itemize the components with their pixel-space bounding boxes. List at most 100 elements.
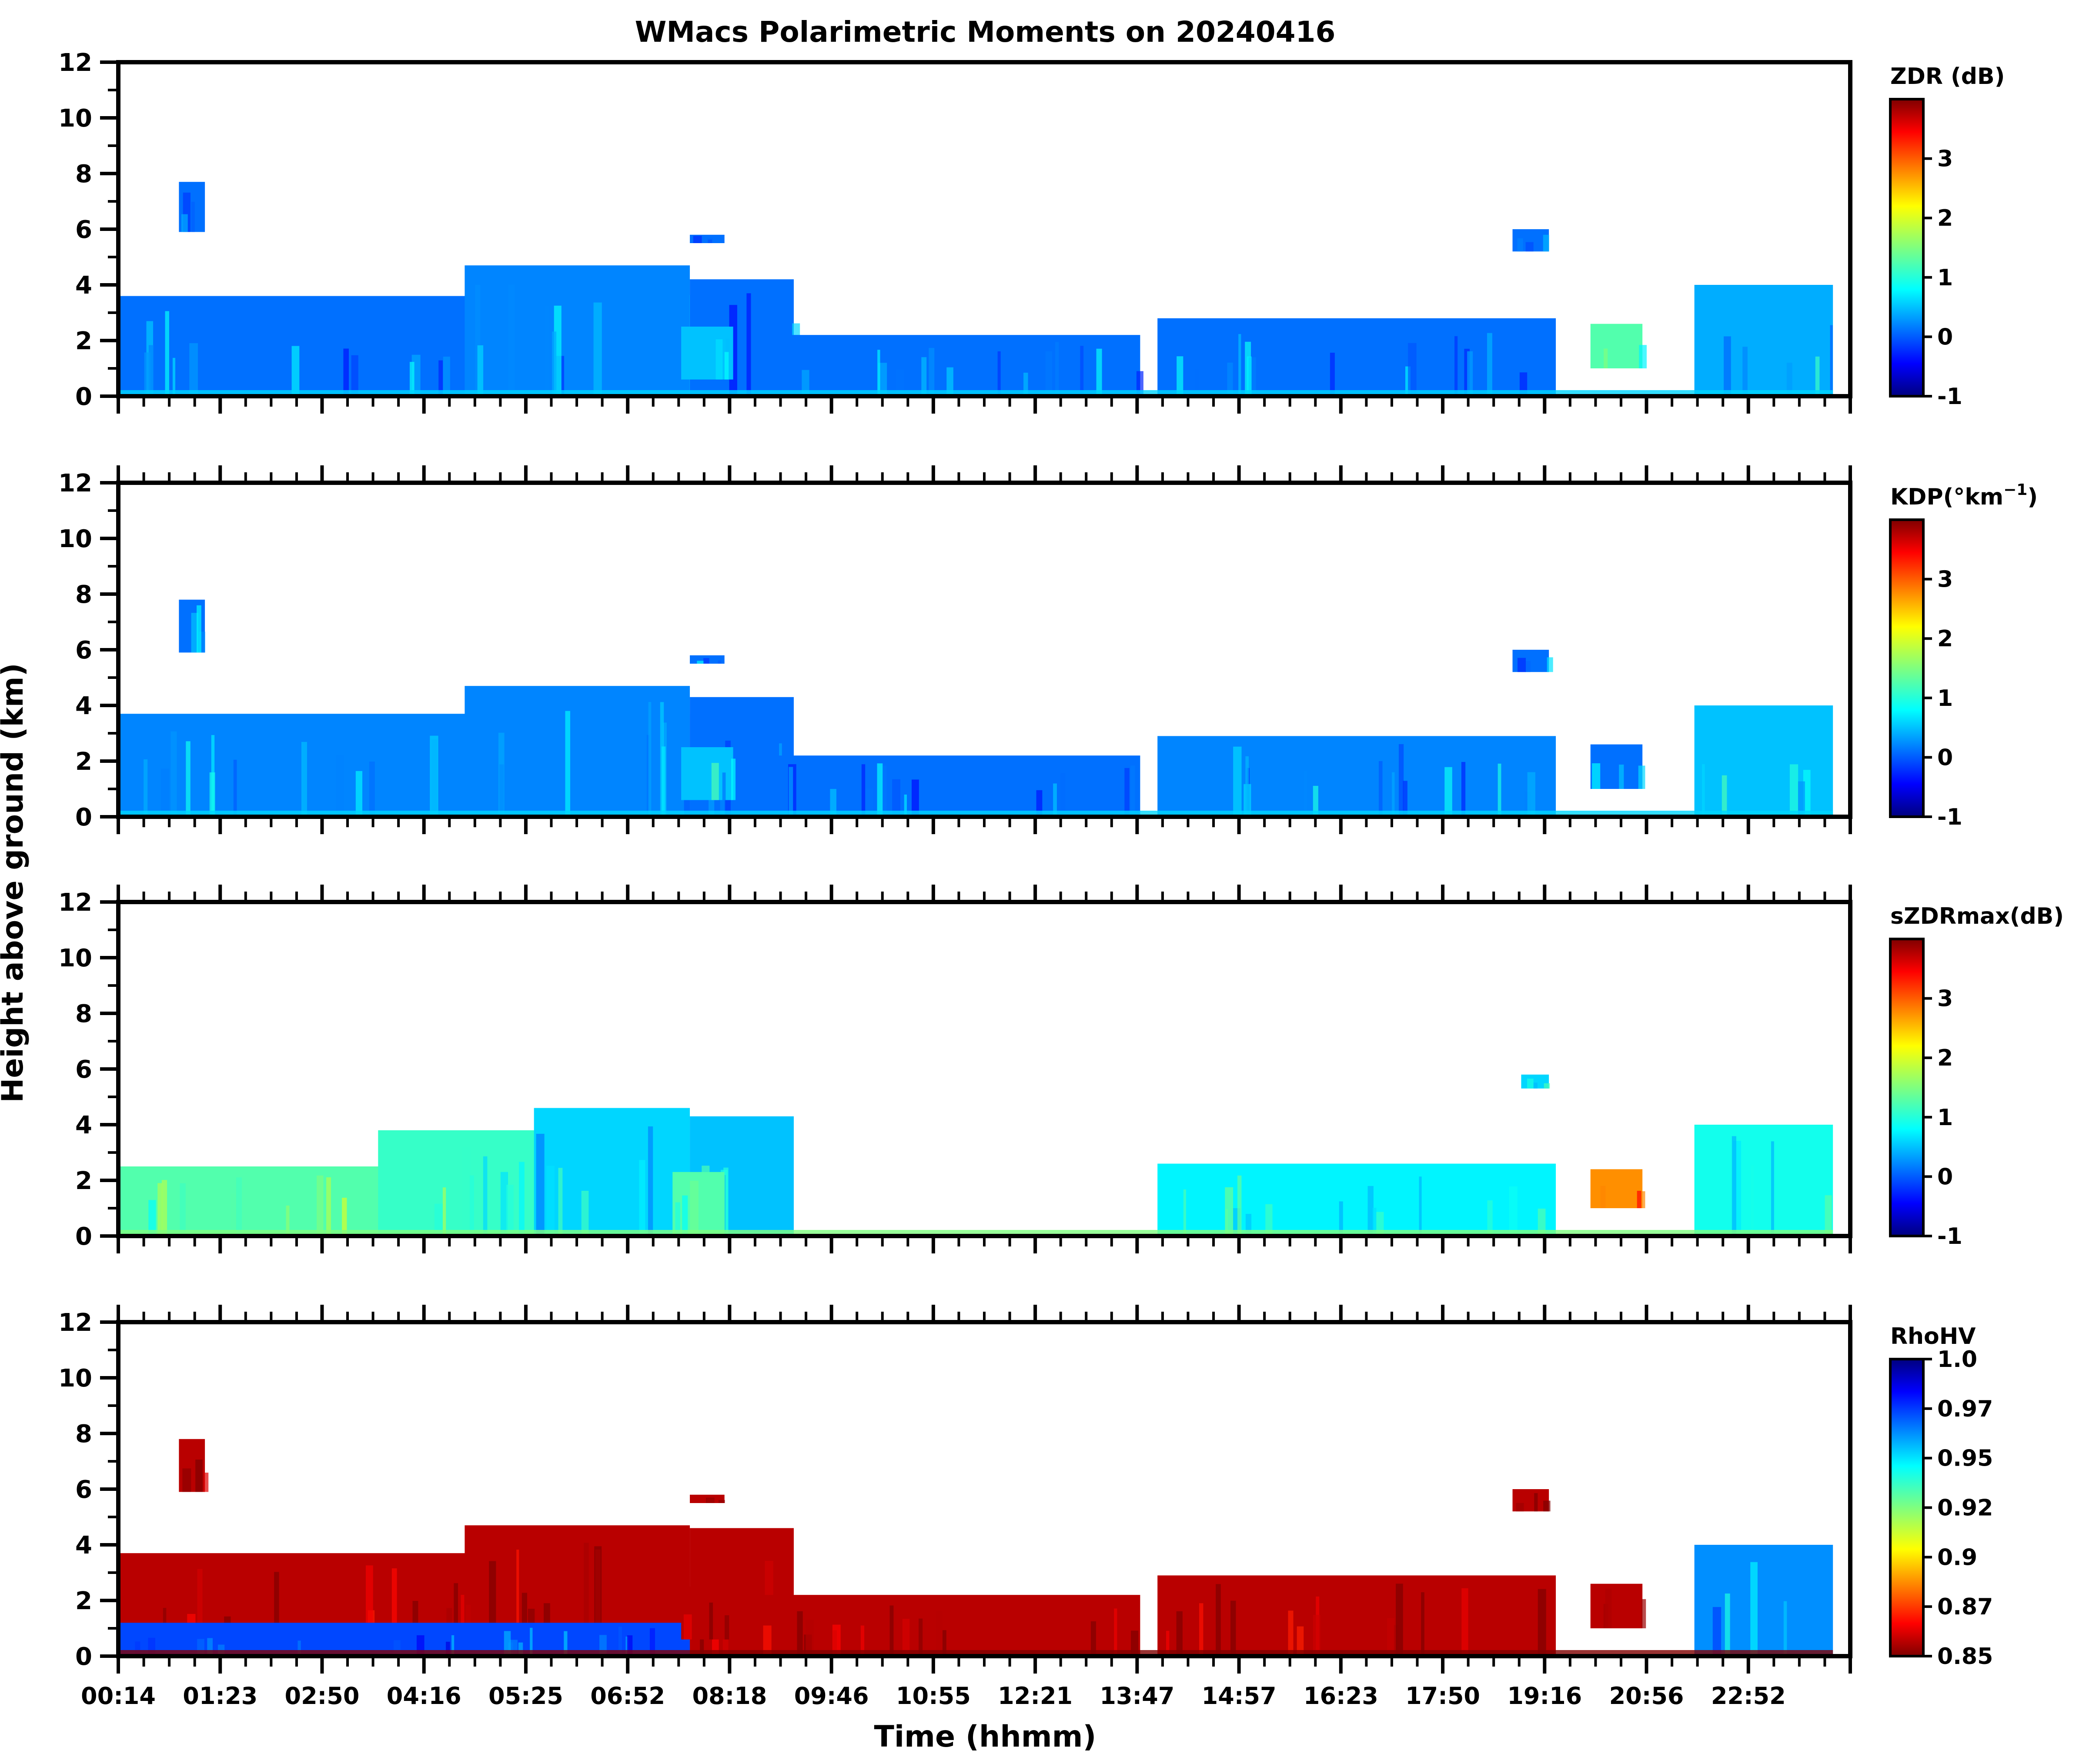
echo-streak — [1131, 1630, 1139, 1656]
echo-streak — [500, 1172, 508, 1236]
colorbar-tick-label: 0.85 — [1937, 1644, 1993, 1670]
echo-streak — [1372, 1208, 1377, 1236]
x-tick-label: 16:23 — [1304, 1682, 1378, 1710]
echo-streak — [1487, 333, 1492, 396]
y-tick-label: 12 — [58, 889, 92, 917]
echo-region-8 — [1694, 705, 1833, 817]
echo-streak — [231, 1193, 237, 1236]
echo-streak — [697, 661, 704, 664]
echo-streak — [430, 735, 438, 817]
echo-streak — [1060, 773, 1066, 817]
colorbar-tick-label: 1 — [1937, 265, 1953, 291]
echo-streak — [451, 1635, 455, 1656]
echo-streak — [921, 357, 927, 396]
echo-streak — [1297, 1626, 1304, 1656]
echo-streak — [1176, 1611, 1183, 1656]
x-tick-label: 08:18 — [692, 1682, 767, 1710]
echo-streak — [1533, 1082, 1538, 1089]
echo-streak — [916, 370, 920, 396]
echo-streak — [1517, 238, 1523, 252]
echo-streak — [625, 1636, 628, 1656]
echo-streak — [648, 702, 652, 817]
echo-streak — [1592, 763, 1601, 789]
echo-streak — [144, 759, 148, 817]
colorbar-gradient — [1889, 1358, 1925, 1657]
echo-streak — [1313, 1615, 1320, 1656]
echo-streak — [1525, 242, 1534, 252]
y-tick-label: 4 — [75, 271, 92, 300]
echo-streak — [1543, 1500, 1551, 1512]
echo-streak — [1421, 1592, 1424, 1656]
echo-streak — [1623, 347, 1628, 368]
echo-streak — [1136, 371, 1143, 396]
echo-streak — [536, 1133, 545, 1236]
echo-streak — [1304, 771, 1307, 817]
echo-streak — [718, 660, 722, 664]
echo-streak — [1516, 1503, 1524, 1512]
colorbar-gradient — [1889, 938, 1925, 1237]
surface-layer — [118, 390, 1833, 394]
colorbar-tick-label: 0.92 — [1937, 1495, 1993, 1521]
echo-streak — [830, 788, 836, 817]
echo-streak — [711, 763, 719, 800]
echo-streak — [355, 771, 363, 817]
echo-region-5 — [1157, 1163, 1556, 1236]
echo-streak — [1798, 781, 1805, 817]
echo-streak — [1509, 1186, 1518, 1236]
y-tick-label: 8 — [75, 581, 92, 609]
y-axis-label: Height above ground (km) — [0, 663, 30, 1102]
echo-streak — [1527, 772, 1535, 817]
echo-streak — [1712, 1607, 1722, 1656]
echo-streak — [442, 1187, 446, 1236]
colorbar-label: ZDR (dB) — [1890, 63, 2005, 90]
echo-streak — [1225, 1187, 1234, 1236]
echo-streak — [434, 1203, 443, 1236]
echo-streak — [661, 746, 666, 817]
x-tick-label: 14:57 — [1202, 1682, 1277, 1710]
echo-region-6 — [1694, 1125, 1833, 1236]
echo-streak — [165, 311, 169, 396]
echo-streak — [157, 1183, 163, 1236]
echo-streak — [1055, 342, 1059, 396]
echo-streak — [1642, 1191, 1645, 1208]
echo-streak — [675, 1202, 680, 1236]
echo-streak — [172, 357, 176, 396]
echo-streak — [1454, 336, 1458, 396]
echo-region-8 — [1157, 1575, 1556, 1656]
x-axis-label: Time (hhmm) — [874, 1720, 1096, 1754]
echo-region-1 — [465, 265, 690, 396]
echo-streak — [832, 1624, 841, 1656]
colorbar-tick-label: 3 — [1937, 986, 1953, 1012]
colorbar-tick-label: -1 — [1937, 384, 1962, 410]
echo-streak — [1053, 783, 1057, 817]
y-tick-label: 10 — [58, 525, 92, 553]
echo-streak — [725, 1615, 729, 1640]
echo-streak — [1045, 351, 1053, 396]
echo-streak — [1538, 1589, 1546, 1656]
echo-streak — [1604, 348, 1608, 368]
echo-streak — [709, 1602, 713, 1640]
echo-streak — [1742, 347, 1748, 396]
echo-streak — [1619, 765, 1624, 789]
echo-streak — [233, 759, 237, 817]
echo-streak — [545, 306, 549, 396]
echo-streak — [1783, 1601, 1787, 1656]
echo-streak — [802, 370, 809, 396]
echo-streak — [806, 1620, 814, 1656]
echo-streak — [1527, 1079, 1534, 1089]
y-tick-label: 0 — [75, 803, 92, 832]
echo-streak — [746, 293, 751, 396]
echo-region-7 — [1157, 736, 1556, 817]
echo-streak — [1444, 767, 1452, 817]
y-tick-label: 4 — [75, 1111, 92, 1139]
figure-title: WMacs Polarimetric Moments on 20240416 — [635, 15, 1336, 49]
echo-region-7 — [759, 1595, 1140, 1656]
echo-streak — [148, 1200, 156, 1236]
echo-streak — [929, 347, 935, 396]
echo-streak — [1265, 1204, 1273, 1236]
echo-streak — [1605, 1588, 1612, 1628]
echo-streak — [1750, 1562, 1758, 1656]
echo-streak — [584, 1543, 589, 1656]
echo-streak — [1637, 1191, 1641, 1208]
